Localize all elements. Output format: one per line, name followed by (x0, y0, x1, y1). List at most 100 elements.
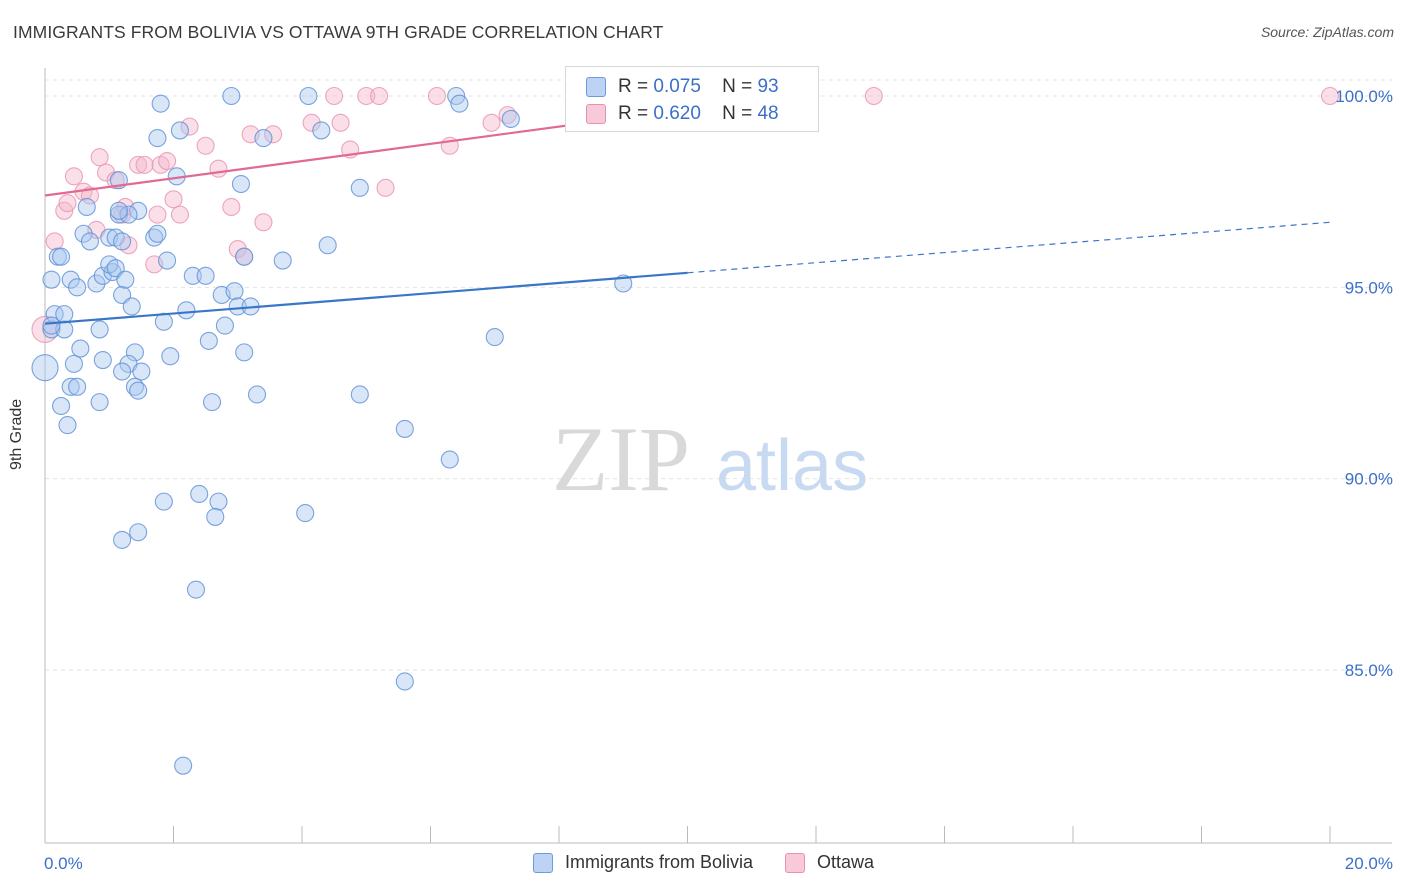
bolivia-point (90, 393, 109, 412)
bolivia-point (273, 251, 292, 270)
bolivia-point (74, 224, 93, 243)
bolivia-point (125, 343, 144, 362)
bolivia-point (151, 94, 170, 113)
bolivia-point (68, 278, 87, 297)
legend-swatch-blue (586, 77, 606, 97)
y-tick-label: 100.0% (1335, 87, 1393, 106)
bolivia-point (52, 247, 71, 266)
bolivia-point (186, 580, 206, 599)
bolivia-point (177, 301, 196, 320)
bolivia-point (235, 343, 254, 362)
ottawa-point (302, 113, 321, 132)
bolivia-point (129, 381, 148, 400)
legend-r-label: R = (618, 76, 649, 97)
bolivia-point (222, 86, 241, 106)
ottawa-point (1320, 86, 1340, 106)
bolivia-point (64, 354, 83, 373)
bolivia-point (161, 347, 180, 366)
watermark-zip: ZIP (552, 408, 690, 510)
legend-swatch-pink (586, 104, 606, 124)
y-tick-label: 95.0% (1345, 278, 1393, 297)
bolivia-point (174, 756, 193, 775)
bolivia-point (183, 266, 202, 285)
legend-row-ottawa: R = 0.620 N = 48 (586, 101, 779, 127)
ottawa-point (264, 125, 283, 144)
x-tick-label: 20.0% (1345, 854, 1393, 873)
stats-legend: R = 0.075 N = 93 R = 0.620 N = 48 (565, 66, 819, 132)
axes (44, 68, 1392, 844)
bolivia-point (71, 339, 90, 358)
bolivia-point (93, 350, 112, 370)
bolivia-point (254, 129, 273, 148)
bolivia-point (61, 270, 80, 289)
legend-r-value: 0.075 (653, 76, 701, 97)
ottawa-point (90, 148, 109, 167)
ottawa-point (228, 240, 247, 259)
bolivia-point (203, 393, 222, 412)
bolivia-point (113, 530, 132, 549)
ottawa-point (148, 205, 167, 224)
bolivia-point (231, 174, 251, 194)
watermark: ZIP atlas (552, 408, 868, 510)
ottawa-point (331, 113, 350, 132)
legend-n-label: N = (722, 103, 753, 124)
legend-n-value: 48 (757, 103, 779, 124)
ottawa-point (209, 159, 228, 178)
ottawa-point (864, 86, 883, 106)
bolivia-point (61, 377, 80, 396)
bolivia-point (485, 328, 504, 347)
legend-r-value: 0.620 (653, 103, 701, 124)
ottawa-point (427, 86, 446, 106)
bolivia-point (113, 362, 132, 381)
ottawa-point (357, 86, 376, 106)
bolivia-point (87, 274, 106, 293)
bolivia-point (235, 247, 254, 266)
legend-label-bolivia: Immigrants from Bolivia (565, 852, 754, 872)
ottawa-point (164, 190, 183, 209)
legend-n-label: N = (722, 76, 753, 97)
bolivia-point (318, 236, 337, 255)
bolivia-point (129, 523, 148, 542)
ottawa-point (170, 205, 189, 224)
bolivia-point (312, 121, 331, 140)
ottawa-point (325, 86, 344, 106)
legend-n-value: 93 (757, 76, 779, 97)
bolivia-point (170, 121, 189, 140)
ottawa-point (80, 186, 100, 205)
ottawa-point (135, 155, 154, 174)
ottawa-point (376, 178, 395, 197)
bolivia-point (68, 377, 87, 396)
watermark-atlas: atlas (716, 426, 868, 506)
bolivia-point (395, 419, 414, 438)
bolivia-point (52, 396, 71, 416)
tick-labels: 85.0% 90.0% 95.0% 100.0% 0.0% 20.0% (44, 87, 1393, 873)
bolivia-point (129, 201, 148, 220)
chart-title: IMMIGRANTS FROM BOLIVIA VS OTTAWA 9TH GR… (13, 22, 664, 42)
bolivia-point (299, 86, 318, 106)
bolivia-point (148, 129, 167, 148)
bolivia-point (225, 282, 244, 301)
y-tick-label: 90.0% (1345, 470, 1393, 489)
bolivia-point (350, 385, 369, 404)
legend-swatch-blue (533, 852, 553, 873)
series-legend: Immigrants from Bolivia Ottawa (533, 852, 906, 873)
bolivia-point (132, 362, 151, 381)
ottawa-point (129, 155, 148, 174)
ottawa-point (222, 197, 241, 217)
bolivia-point (450, 94, 469, 113)
ottawa-point (58, 194, 77, 213)
bolivia-point (122, 297, 141, 316)
bolivia-point (90, 320, 109, 339)
legend-row-bolivia: R = 0.075 N = 93 (586, 74, 779, 100)
bolivia-point (190, 484, 209, 504)
ottawa-point (254, 213, 273, 232)
bolivia-point (501, 109, 520, 129)
y-tick-label: 85.0% (1345, 661, 1393, 680)
ottawa-point (196, 136, 215, 155)
bolivia-point (42, 270, 61, 289)
bolivia-point (215, 316, 234, 335)
y-axis-label: 9th Grade (8, 398, 25, 470)
bolivia-point (148, 224, 167, 243)
bolivia-trend-line (44, 271, 688, 325)
